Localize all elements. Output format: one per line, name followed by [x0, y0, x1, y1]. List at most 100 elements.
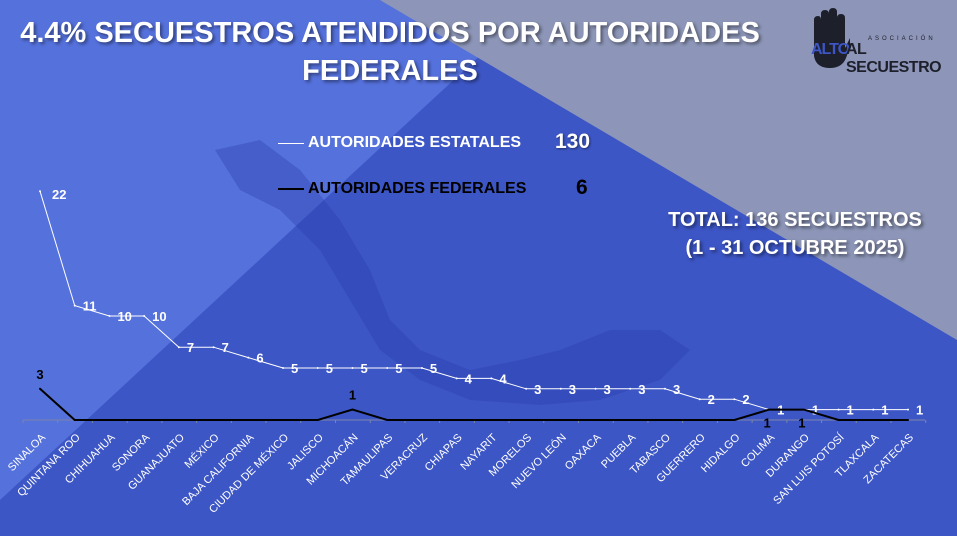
data-label: 5: [360, 361, 367, 376]
logo-text-alto: ALTO: [811, 41, 850, 58]
data-point: [733, 398, 736, 401]
data-point: [351, 367, 354, 369]
data-label: 5: [326, 361, 333, 376]
data-point: [663, 387, 666, 390]
data-point: [559, 419, 562, 421]
data-point: [629, 419, 632, 421]
data-point: [351, 408, 354, 411]
x-tick-label: QUINTANA ROO: [15, 431, 83, 499]
x-tick-label: OAXACA: [563, 431, 604, 472]
logo: ASOCIACIÓN ALTO AL SECUESTRO: [806, 8, 946, 76]
data-label: 3: [534, 382, 541, 397]
series-line-estatales: [39, 191, 908, 411]
data-point: [698, 398, 701, 401]
data-point: [837, 419, 840, 421]
data-label: 3: [638, 382, 645, 397]
data-point: [490, 419, 493, 421]
data-point: [837, 408, 840, 411]
data-label: 1: [812, 403, 819, 418]
data-point: [177, 346, 180, 349]
data-point: [108, 315, 111, 317]
data-point: [143, 419, 146, 421]
legend-item-estatales: AUTORIDADES ESTATALES: [278, 134, 521, 152]
data-point: [872, 408, 875, 411]
data-point: [143, 315, 146, 317]
data-label: 4: [465, 371, 473, 386]
data-point: [108, 419, 111, 421]
total-count: TOTAL: 136 SECUESTROS: [668, 209, 922, 231]
gray-band: [380, 0, 957, 340]
data-point: [802, 408, 805, 411]
data-label: 7: [222, 340, 229, 355]
data-point: [316, 419, 319, 421]
total-box: TOTAL: 136 SECUESTROS (1 - 31 OCTUBRE 20…: [640, 206, 950, 262]
legend-label-federales: AUTORIDADES FEDERALES: [308, 180, 527, 197]
data-point: [490, 377, 493, 380]
data-point: [455, 377, 458, 380]
legend-total-estatales: 130: [555, 130, 591, 153]
hand-icon: [814, 8, 850, 68]
data-point: [282, 367, 285, 369]
data-point: [73, 304, 76, 307]
page-title: 4.4% SECUESTROS ATENDIDOS POR AUTORIDADE…: [20, 17, 760, 87]
data-label: 1: [349, 388, 356, 403]
data-label: 7: [187, 340, 194, 355]
data-label: 2: [742, 392, 749, 407]
data-label: 11: [83, 299, 97, 314]
data-point: [663, 419, 666, 421]
data-point: [247, 419, 250, 421]
data-label: 4: [499, 371, 507, 386]
light-band: [0, 0, 540, 500]
data-point: [177, 419, 180, 421]
data-label: 1: [881, 403, 888, 418]
data-point: [39, 190, 41, 193]
data-label: 3: [604, 382, 611, 397]
data-point: [768, 408, 771, 411]
data-point: [629, 387, 632, 390]
data-label: 3: [569, 382, 576, 397]
data-point: [559, 387, 562, 390]
data-point: [420, 419, 423, 421]
x-tick-label: HIDALGO: [699, 431, 743, 475]
data-point: [386, 367, 389, 369]
data-label: 5: [291, 361, 298, 376]
legend-total-federales: 6: [576, 176, 588, 199]
data-label: 2: [708, 392, 715, 407]
legend-item-federales: AUTORIDADES FEDERALES: [278, 180, 526, 198]
data-point: [525, 419, 528, 421]
data-point: [420, 367, 423, 369]
data-point: [907, 419, 909, 421]
data-label: 10: [152, 309, 166, 324]
legend-swatch-estatales: [278, 142, 304, 144]
data-label: 1: [847, 403, 854, 418]
logo-text-al-secuestro: AL SECUESTRO: [846, 41, 942, 76]
logo-text-asociacion: ASOCIACIÓN: [868, 36, 936, 42]
data-point: [698, 419, 701, 421]
data-point: [733, 419, 736, 421]
data-point: [594, 419, 597, 421]
data-point: [316, 367, 319, 369]
data-point: [594, 387, 597, 390]
data-label: 1: [916, 403, 923, 418]
legend-swatch-federales: [278, 188, 304, 190]
mexico-map-silhouette: [215, 140, 690, 405]
data-label: 10: [117, 309, 131, 324]
data-point: [872, 419, 875, 421]
data-point: [525, 387, 528, 390]
data-label: 3: [36, 367, 43, 382]
date-range: (1 - 31 OCTUBRE 2025): [685, 237, 905, 259]
data-label: 22: [52, 187, 66, 202]
data-point: [73, 419, 76, 421]
data-label: 1: [798, 416, 805, 431]
data-point: [907, 408, 909, 411]
data-point: [282, 419, 285, 421]
data-point: [212, 346, 215, 349]
data-point: [39, 387, 41, 390]
data-point: [212, 419, 215, 421]
data-point: [455, 419, 458, 421]
data-label: 5: [430, 361, 437, 376]
data-label: 1: [764, 416, 771, 431]
legend-label-estatales: AUTORIDADES ESTATALES: [308, 134, 522, 151]
